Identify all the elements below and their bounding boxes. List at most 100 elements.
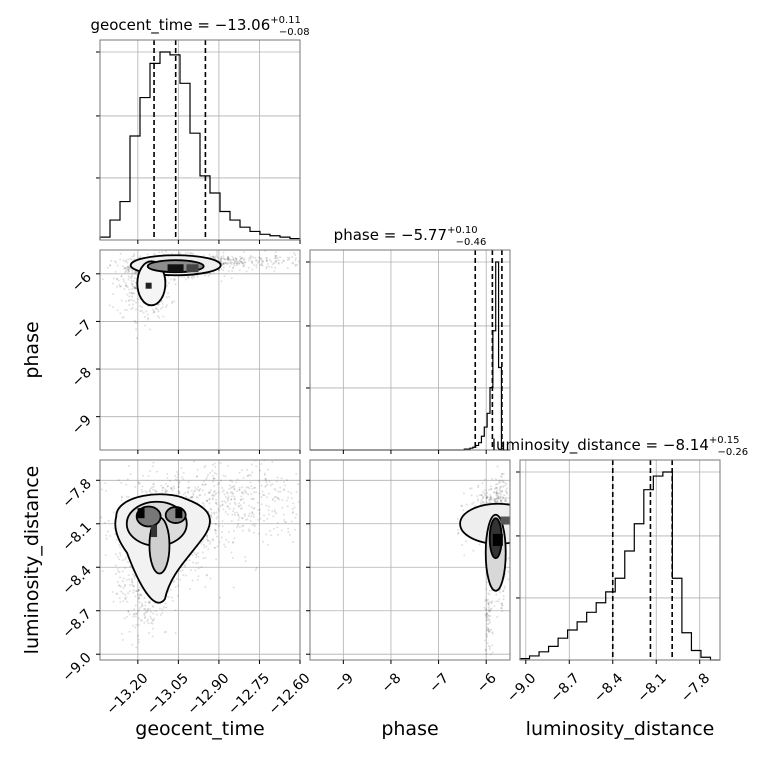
sample-point — [487, 628, 490, 631]
sample-point — [214, 501, 217, 504]
sample-point — [127, 275, 130, 278]
sample-point — [140, 306, 143, 309]
sample-point — [140, 594, 143, 597]
sample-point — [252, 498, 255, 501]
sample-point — [121, 570, 124, 573]
sample-point — [261, 259, 264, 262]
sample-point — [274, 257, 277, 260]
sample-point — [115, 285, 118, 288]
hist-panel-geocent_time: geocent_time = −13.06+0.11 −0.08 — [90, 15, 310, 244]
sample-point — [235, 456, 237, 458]
sample-point — [118, 584, 121, 587]
sample-point — [127, 266, 130, 269]
sample-point — [119, 258, 122, 261]
sample-point — [498, 598, 501, 601]
sample-point — [243, 263, 246, 266]
sample-point — [238, 505, 241, 508]
sample-point — [272, 497, 275, 500]
sample-point — [261, 260, 264, 263]
sample-point — [226, 505, 229, 508]
sample-point — [174, 478, 177, 481]
sample-point — [247, 259, 250, 262]
sample-point — [203, 466, 206, 469]
sample-point — [212, 474, 215, 477]
sample-point — [249, 254, 252, 257]
sample-point — [140, 602, 143, 605]
sample-point — [128, 291, 131, 294]
sample-point — [223, 493, 226, 496]
sample-point — [186, 275, 189, 278]
sample-point — [148, 602, 151, 605]
sample-point — [152, 488, 155, 491]
sample-point — [193, 490, 196, 493]
sample-point — [499, 496, 502, 499]
sample-point — [294, 516, 297, 519]
sample-point — [216, 445, 218, 447]
sample-point — [504, 500, 507, 503]
sample-point — [256, 261, 259, 264]
sample-point — [263, 472, 266, 475]
sample-point — [246, 475, 249, 478]
sample-point — [260, 503, 263, 506]
sample-point — [137, 634, 140, 637]
sample-point — [129, 276, 132, 279]
sample-point — [126, 271, 129, 274]
sample-point — [156, 315, 159, 318]
sample-point — [115, 572, 118, 575]
sample-point — [227, 258, 230, 261]
sample-point — [184, 457, 186, 459]
sample-point — [489, 496, 492, 499]
sample-point — [487, 614, 490, 617]
sample-point — [253, 507, 256, 510]
sample-point — [485, 629, 488, 632]
x-tick-label: −8.1 — [634, 670, 669, 705]
sample-point — [228, 258, 231, 261]
sample-point — [255, 259, 258, 262]
sample-point — [234, 503, 237, 506]
sample-point — [141, 604, 144, 607]
sample-point — [260, 259, 263, 262]
sample-point — [111, 282, 114, 285]
sample-point — [505, 496, 508, 499]
sample-point — [201, 551, 204, 554]
sample-point — [239, 255, 242, 258]
sample-point — [207, 274, 210, 277]
sample-point — [505, 487, 508, 490]
sample-point — [277, 490, 280, 493]
sample-point — [107, 520, 110, 523]
sample-point — [164, 491, 167, 494]
sample-point — [503, 494, 506, 497]
sample-point — [120, 632, 123, 635]
sample-point — [494, 499, 497, 502]
sample-point — [232, 266, 235, 269]
sample-point — [192, 460, 195, 463]
sample-point — [247, 528, 250, 531]
sample-point — [182, 477, 185, 480]
sample-point — [208, 528, 211, 531]
sample-point — [226, 499, 229, 502]
sample-point — [296, 483, 299, 486]
sample-point — [490, 495, 493, 498]
sample-point — [223, 456, 225, 458]
sample-point — [280, 529, 283, 532]
sample-point — [267, 505, 270, 508]
sample-point — [128, 304, 131, 307]
title-name: geocent_time — [90, 16, 192, 35]
sample-point — [141, 485, 144, 488]
sample-point — [472, 549, 475, 552]
sample-point — [171, 599, 174, 602]
sample-point — [216, 429, 218, 431]
sample-point — [236, 524, 239, 527]
sample-point — [481, 490, 484, 493]
sample-point — [139, 619, 142, 622]
sample-point — [160, 301, 163, 304]
sample-point — [129, 473, 132, 476]
sample-point — [265, 257, 268, 260]
sample-point — [240, 262, 243, 265]
sample-point — [495, 498, 498, 501]
sample-point — [294, 259, 297, 262]
sample-point — [233, 485, 236, 488]
sample-point — [226, 498, 229, 501]
sample-point — [230, 495, 233, 498]
